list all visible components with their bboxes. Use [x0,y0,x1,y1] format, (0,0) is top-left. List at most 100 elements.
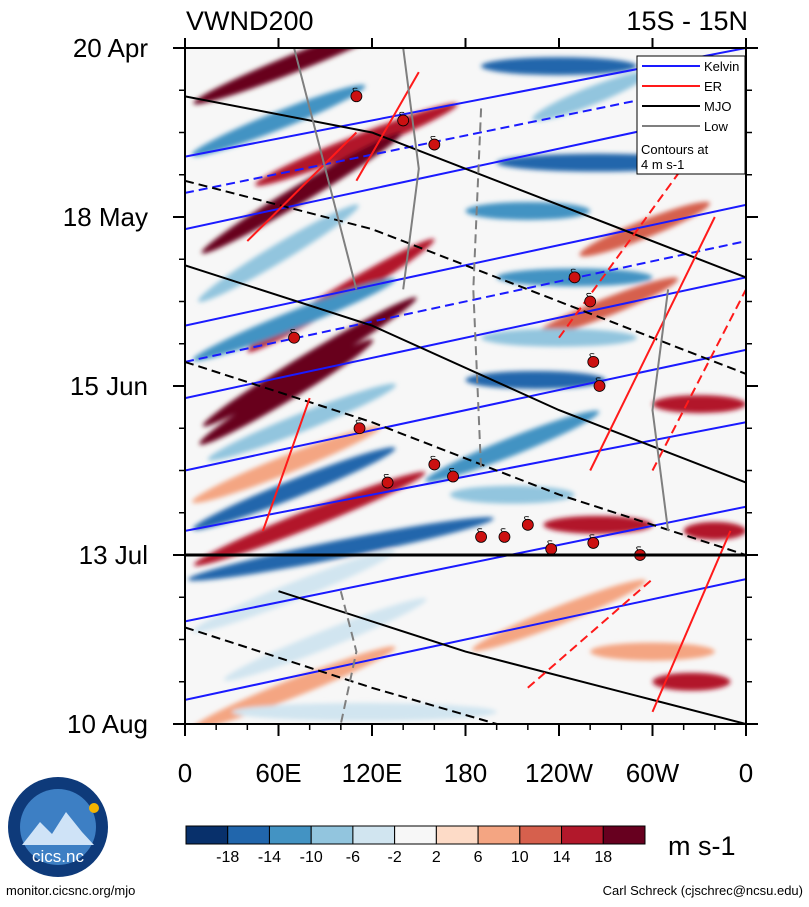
y-tick-label: 18 May [63,202,148,232]
cyclone-tail [355,419,361,424]
cyclone-icon [353,422,366,435]
heatmap-band [481,328,637,347]
cyclone-icon [498,530,511,543]
tropical-cyclone-marker [428,135,441,151]
heatmap-band [543,515,653,534]
kelvin-contour [185,203,746,327]
heatmap-band [192,278,396,361]
tropical-cyclone-marker [428,455,441,471]
tropical-cyclone-marker [381,473,394,489]
colorbar-label: 6 [474,849,483,866]
heatmap-band [202,297,417,427]
mjo-contour [185,264,746,484]
tropical-cyclone-marker [350,87,363,103]
x-tick-label: 120E [342,758,403,788]
colorbar-box [310,825,354,845]
tropical-cyclone-marker [288,329,300,344]
heatmap-band [465,201,591,220]
cyclone-tail [500,528,506,533]
cyclone-tail [430,455,436,460]
kelvin-contour [185,348,746,472]
tropical-cyclone-marker [498,528,511,543]
colorbar-unit: m s-1 [668,831,736,861]
kelvin-contour [185,240,746,363]
legend-box [636,55,746,175]
cyclone-tail [449,467,455,472]
heatmap-band [652,395,746,414]
cyclone-icon [568,271,581,284]
colorbar-label: -18 [216,849,239,866]
tropical-cyclone-marker [521,516,534,531]
colorbar-box [602,825,646,845]
cyclone-tail [352,87,358,92]
colorbar-label: -10 [300,849,323,866]
cyclone-tail [595,377,601,382]
tropical-cyclone-marker [568,268,581,284]
cyclone-icon [428,138,441,151]
cyclone-icon [587,537,600,549]
colorbar-box [268,825,312,845]
legend-label-kelvin: Kelvin [704,59,739,74]
x-tick-label: 60E [255,758,301,788]
cyclone-icon [475,530,487,543]
heatmap-band [590,642,715,661]
cics-logo: cics.nc [8,777,108,877]
heatmap-band [683,521,746,540]
logo-text: cics.nc [32,847,84,866]
low-contour [402,48,420,290]
anomaly-heatmap [188,48,746,724]
tropical-cyclone-marker [353,419,366,435]
chart-title-left: VWND200 [186,6,314,36]
heatmap-band [192,549,396,633]
er-contour [261,397,311,532]
cyclone-tail [636,546,642,551]
cyclone-icon [584,295,597,308]
heatmap-band [192,447,396,530]
legend: Kelvin ER MJO Low Contours at 4 m s-1 [636,55,746,175]
cyclone-icon [350,90,363,103]
mjo-contour [185,95,746,279]
x-tick-label: 0 [178,758,192,788]
cyclone-tail [547,540,553,545]
legend-note-line1: Contours at [641,142,709,157]
low-contour [472,108,483,471]
heatmap-band [191,84,366,157]
colorbar-label: -6 [346,849,360,866]
heatmap-band [481,57,637,76]
colorbar-box [435,825,479,845]
er-contour [651,288,746,471]
x-tick-label: 60W [626,758,680,788]
heatmap-band [201,132,403,254]
colorbar-box [519,825,563,845]
filtered-contours [185,48,746,724]
footer-author: Carl Schreck (cjschrec@ncsu.edu) [603,883,803,898]
colorbar-label: -2 [388,849,402,866]
tropical-cyclone-marker [587,534,600,549]
er-contour [558,144,701,339]
y-tick-label: 15 Jun [70,371,148,401]
cyclone-icon [381,476,394,489]
y-tick-label: 13 Jul [79,540,148,570]
heatmap-band [532,71,649,121]
tropical-cyclone-marker [447,467,459,483]
colorbar-label: 2 [432,849,441,866]
low-contour [651,289,670,532]
mjo-contour [185,360,746,556]
cyclone-icon [521,518,534,531]
cyclone-tail [430,135,436,140]
tropical-cyclone-marker [584,292,597,308]
mjo-contour [278,590,746,724]
heatmap-band [425,410,600,483]
heatmap-band [199,339,374,445]
kelvin-contour [185,421,746,532]
heatmap-band [579,201,710,257]
cyclone-icon [447,470,459,483]
logo-sun-icon [89,803,99,813]
heatmap-band [465,370,606,389]
cyclone-tail [383,473,389,478]
x-tick-label: 180 [444,758,487,788]
y-tick-label: 20 Apr [73,33,149,63]
x-axis: 0 60E 120E 180 120W 60W 0 [178,38,753,788]
tropical-cyclone-marker [587,353,600,368]
cyclone-tail [477,528,483,533]
